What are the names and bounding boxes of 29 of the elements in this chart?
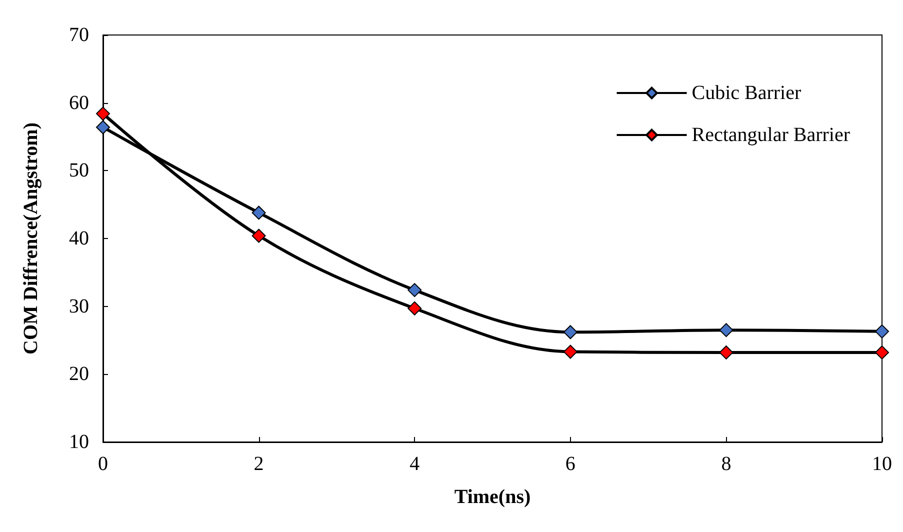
- point: [719, 345, 734, 360]
- point: [563, 344, 578, 359]
- y-tick-label: 30: [69, 295, 89, 318]
- y-tick-label: 40: [69, 228, 89, 250]
- point: [252, 228, 266, 243]
- point: [875, 345, 889, 360]
- point: [252, 206, 266, 220]
- point: [563, 325, 578, 340]
- point: [719, 323, 734, 338]
- legend-label: Cubic Barrier: [692, 82, 802, 104]
- point: [408, 301, 422, 316]
- x-tick-label: 4: [410, 453, 420, 475]
- x-tick-label: 10: [872, 453, 892, 475]
- point: [96, 106, 110, 121]
- x-axis-title: Time(ns): [454, 486, 531, 508]
- x-tick-label: 6: [565, 453, 576, 475]
- y-tick-label: 60: [69, 92, 89, 114]
- x-tick-label: 0: [98, 453, 108, 475]
- y-tick-label: 70: [69, 24, 89, 46]
- x-tick-label: 8: [721, 453, 732, 475]
- point: [96, 120, 110, 134]
- y-axis-title: COM Diffrence(Angstrom): [20, 122, 42, 354]
- point: [408, 283, 422, 298]
- legend-label: Rectangular Barrier: [692, 124, 850, 146]
- y-tick-label: 10: [69, 431, 89, 453]
- point: [875, 324, 889, 338]
- x-tick-label: 2: [254, 453, 264, 475]
- y-tick-label: 50: [69, 160, 89, 182]
- y-tick-label: 20: [69, 363, 89, 386]
